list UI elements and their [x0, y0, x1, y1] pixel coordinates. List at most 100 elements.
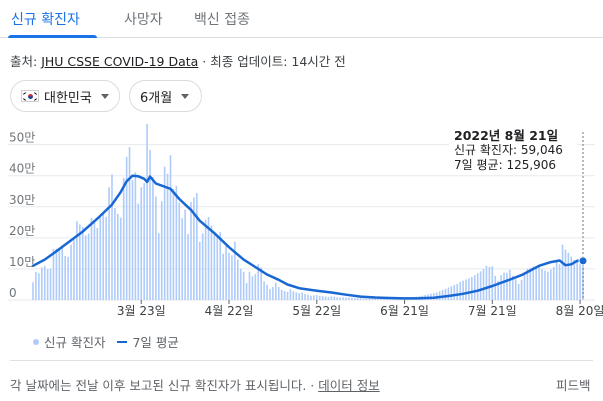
tab-deaths[interactable]: 사망자: [124, 12, 163, 28]
case-bar: [213, 233, 216, 300]
tab-vaccinations[interactable]: 백신 접종: [194, 12, 250, 28]
case-bar: [187, 234, 189, 300]
case-bar: [222, 253, 224, 300]
case-bar: [155, 196, 157, 300]
tab-bar: 신규 확진자 사망자 백신 접종: [0, 0, 603, 38]
case-bar: [114, 208, 116, 300]
case-bar: [178, 202, 181, 300]
case-bar: [567, 252, 570, 300]
case-bar: [140, 187, 143, 300]
case-bar: [324, 296, 327, 300]
case-bar: [313, 295, 315, 300]
case-bar: [280, 289, 283, 300]
case-bar: [345, 297, 347, 300]
data-info-link[interactable]: 데이터 정보: [318, 378, 380, 393]
case-bar: [301, 292, 303, 300]
case-bar: [462, 280, 464, 300]
y-tick-label: 40만: [9, 162, 35, 176]
case-bar: [570, 256, 573, 300]
case-bar: [234, 241, 236, 300]
case-bar: [292, 291, 295, 300]
cases-chart[interactable]: 0 10만 20만 30만 40만 50만 3월 23일 4월 22일 5월 22일 6월 21…: [0, 120, 603, 320]
case-bar: [239, 268, 242, 300]
case-bar: [84, 235, 87, 300]
case-bar: [283, 290, 286, 300]
case-bar: [58, 249, 61, 300]
feedback-link[interactable]: 피드백: [556, 378, 591, 393]
case-bar: [386, 298, 388, 300]
source-link[interactable]: JHU CSSE COVID-19 Data: [41, 54, 199, 69]
tab-new-cases[interactable]: 신규 확진자: [11, 12, 80, 28]
case-bar: [342, 297, 344, 300]
case-bar: [362, 298, 365, 300]
case-bar: [479, 271, 482, 300]
case-bar: [231, 255, 233, 300]
case-bar: [330, 296, 333, 300]
bar-legend-swatch: [33, 338, 39, 345]
case-bar: [511, 275, 514, 300]
case-bar: [441, 290, 444, 300]
case-bar: [108, 187, 110, 300]
case-bar: [450, 286, 453, 300]
case-bar: [550, 269, 552, 300]
x-tick-label: 5월 22일: [292, 304, 341, 318]
x-tick-label: 3월 23일: [117, 304, 166, 318]
case-bar: [482, 268, 485, 300]
case-bar: [49, 268, 52, 300]
case-bar: [520, 279, 523, 300]
tooltip-average: 7일 평균: 125,906: [454, 158, 572, 173]
case-bar: [131, 180, 134, 300]
case-bar: [236, 259, 239, 300]
range-select[interactable]: 6개월: [129, 80, 202, 112]
case-bar: [307, 294, 309, 300]
case-bar: [456, 283, 459, 300]
case-bar: [315, 295, 318, 300]
x-tick-label: 8월 20일: [556, 304, 603, 318]
active-tab-indicator: [8, 35, 97, 38]
case-bar: [368, 298, 371, 300]
case-bar: [225, 245, 227, 300]
seven-day-average-line: [31, 174, 585, 300]
case-bar: [169, 155, 172, 300]
case-bar: [371, 298, 374, 300]
case-bar: [137, 203, 140, 300]
case-bar: [286, 291, 289, 300]
case-bar: [497, 280, 499, 300]
south-korea-flag-icon: [21, 90, 39, 102]
selected-point-marker: [578, 256, 588, 266]
x-tick-label: 7월 21일: [468, 304, 517, 318]
case-bar: [564, 249, 567, 300]
case-bar: [90, 217, 93, 300]
case-bar: [207, 217, 210, 300]
case-bar: [289, 289, 292, 300]
case-bar: [55, 248, 58, 300]
y-tick-label: 0: [9, 286, 17, 300]
case-bar: [175, 185, 178, 300]
case-bar: [465, 279, 467, 300]
case-bar: [494, 275, 497, 300]
case-bar: [573, 259, 576, 300]
case-bar: [579, 257, 581, 300]
source-line: 출처: JHU CSSE COVID-19 Data · 최종 업데이트: 14…: [10, 51, 346, 70]
tooltip-average-value: 125,906: [506, 158, 557, 172]
case-bar: [339, 297, 341, 300]
case-bar: [547, 271, 549, 300]
case-bar: [552, 267, 555, 300]
case-bar: [447, 287, 450, 300]
case-bar: [473, 275, 476, 300]
case-bar: [35, 272, 37, 300]
region-select[interactable]: 대한민국: [10, 80, 120, 112]
case-bar: [476, 273, 479, 300]
case-bar: [266, 284, 268, 300]
y-tick-label: 10만: [9, 255, 35, 269]
footer-note-text: 각 날짜에는 전날 이후 보고된 신규 확진자가 표시됩니다. ·: [10, 378, 319, 393]
tooltip-date: 2022년 8월 21일: [454, 128, 559, 143]
case-bar: [149, 149, 151, 300]
case-bar: [459, 281, 461, 300]
case-bar: [383, 298, 385, 300]
case-bar: [260, 267, 262, 300]
case-bar: [216, 236, 219, 300]
case-bar: [269, 289, 271, 300]
case-bar: [67, 256, 69, 300]
case-bar: [471, 277, 473, 300]
